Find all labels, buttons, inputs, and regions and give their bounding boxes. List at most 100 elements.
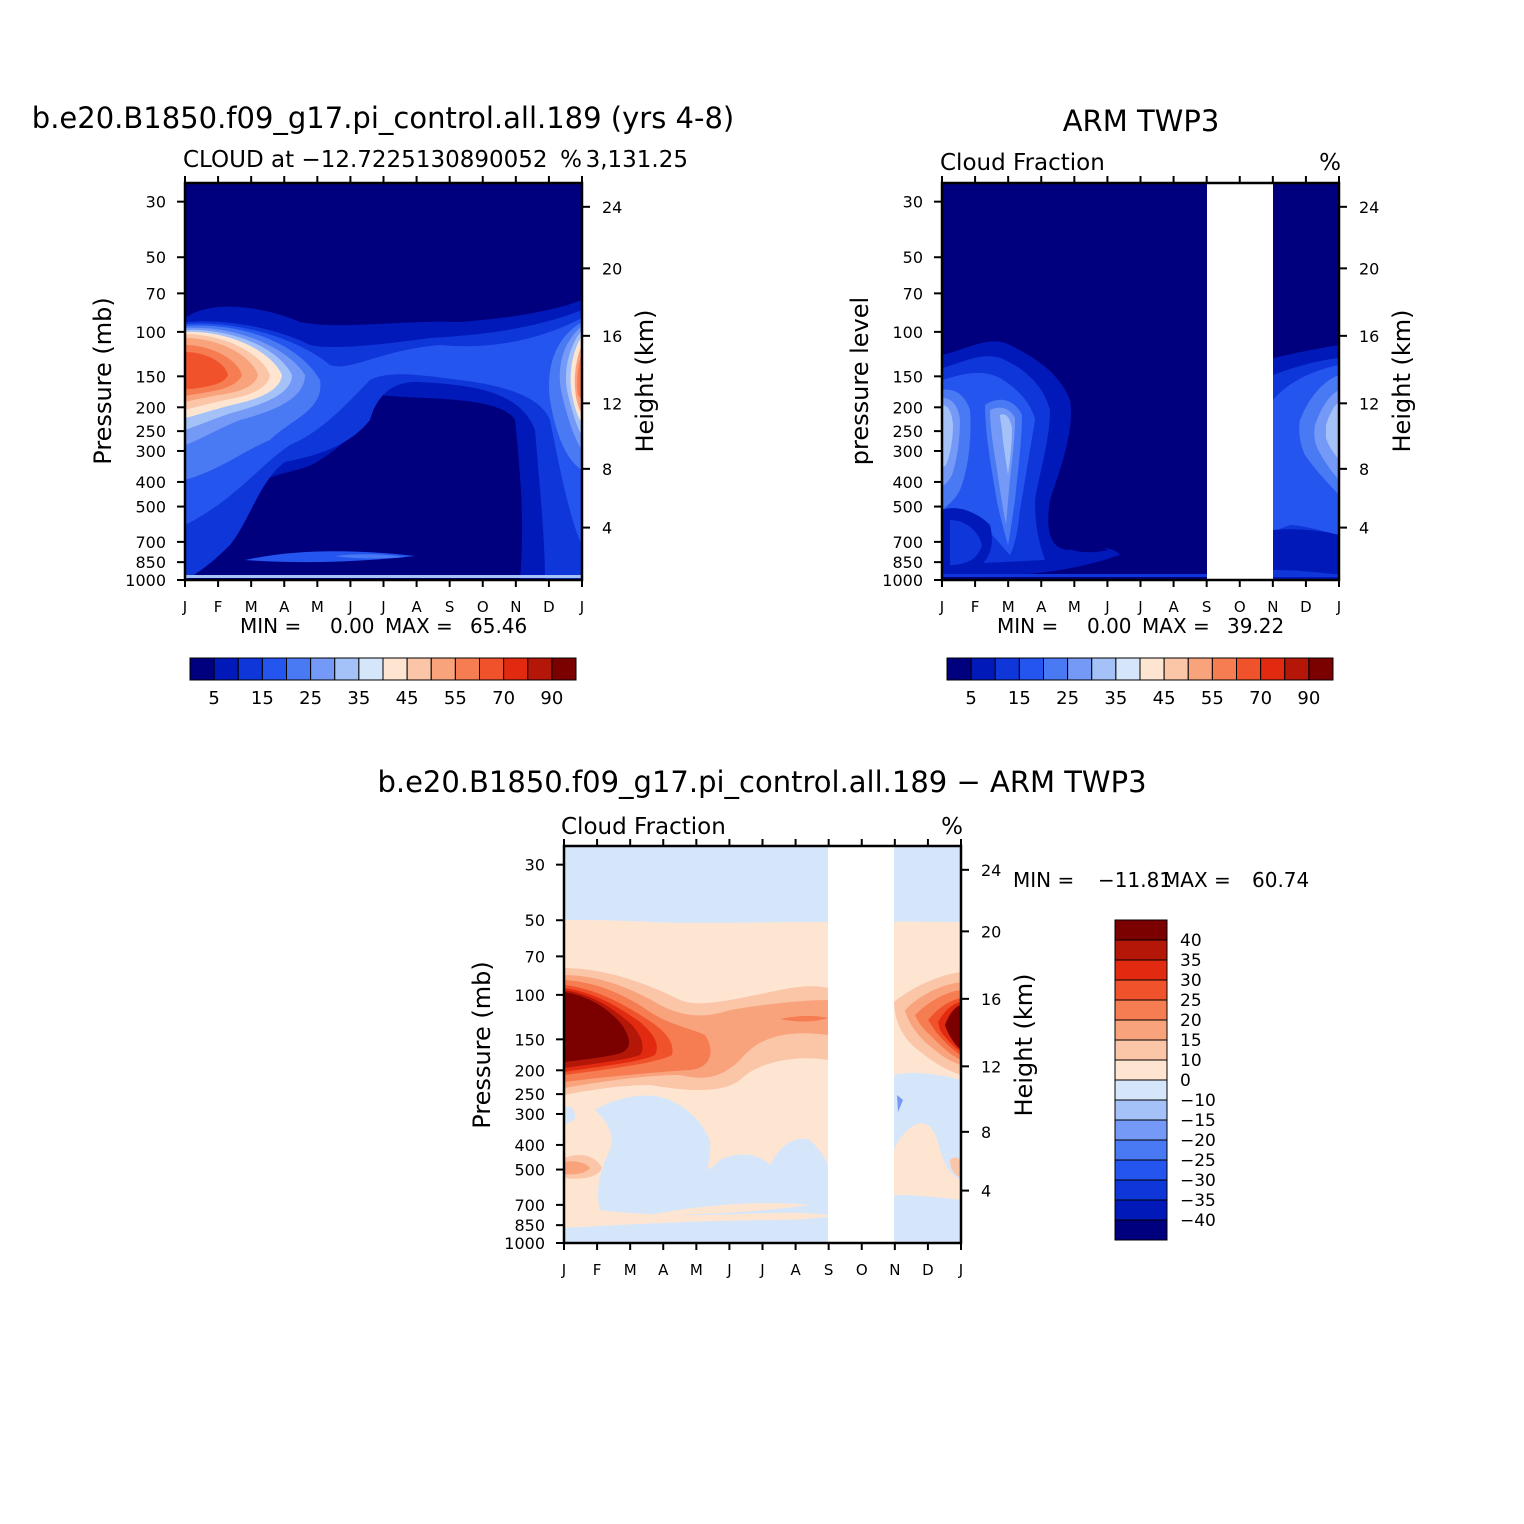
- y-tick-label: 500: [514, 1161, 545, 1180]
- colorbar-box: [1114, 979, 1168, 1001]
- colorbar-box: [1187, 657, 1213, 681]
- diff-lower-negative-bottom: [564, 1217, 828, 1243]
- colorbar-label: 15: [251, 688, 274, 709]
- colorbar-box: [1114, 939, 1168, 961]
- y-tick-label: 1000: [125, 571, 166, 590]
- y-tick-label: 50: [903, 248, 923, 267]
- y-tick-label: 400: [892, 473, 923, 492]
- panel-obs-stats: MIN = 0.00 MAX = 39.22: [997, 614, 1284, 638]
- x-tick-label: J: [579, 598, 584, 616]
- obs-surface-line: [942, 574, 1339, 577]
- colorbar-label: 90: [540, 688, 563, 709]
- diff-contour-20c: [780, 1015, 828, 1022]
- colorbar-box: [1114, 919, 1168, 941]
- y-tick-label: 300: [135, 442, 166, 461]
- panel-obs-left-string: Cloud Fraction: [940, 150, 1105, 176]
- y-tick-label: 250: [135, 422, 166, 441]
- colorbar-box: [406, 657, 432, 681]
- x-tick-label: J: [1104, 598, 1109, 616]
- colorbar-box: [1211, 657, 1237, 681]
- colorbar-label: 30: [1180, 971, 1202, 991]
- panel-model-ylabel-right: Height (km): [631, 310, 659, 453]
- panel-model: b.e20.B1850.f09_g17.pi_control.all.189 (…: [32, 101, 734, 709]
- y-tick-label: 200: [892, 398, 923, 417]
- y-tick-label: 100: [135, 323, 166, 342]
- x-tick-label: J: [1137, 598, 1142, 616]
- obs-contour-small-blob: [1072, 546, 1108, 553]
- panel-diff: b.e20.B1850.f09_g17.pi_control.all.189 −…: [377, 765, 1309, 1279]
- panel-diff-max-value: 60.74: [1252, 868, 1309, 892]
- x-tick-label: J: [759, 1261, 764, 1279]
- colorbar-label: −40: [1180, 1211, 1216, 1231]
- y-right-tick-label: 16: [1359, 327, 1379, 346]
- y-right-tick-label: 24: [602, 198, 622, 217]
- colorbar-box: [1139, 657, 1165, 681]
- panel-obs: ARM TWP3 Cloud Fraction %: [846, 104, 1416, 709]
- x-tick-label: A: [790, 1261, 801, 1279]
- obs-contour-right-lower: [1273, 529, 1339, 575]
- diff-lower-negative: [595, 1095, 828, 1215]
- x-tick-label: F: [214, 598, 223, 616]
- x-tick-label: M: [1068, 598, 1081, 616]
- x-tick-label: M: [311, 598, 324, 616]
- colorbar-label: −15: [1180, 1111, 1216, 1131]
- y-tick-label: 500: [892, 498, 923, 517]
- x-tick-label: J: [726, 1261, 731, 1279]
- y-tick-label: 100: [514, 986, 545, 1005]
- panel-model-colorbar: 5 15 25 35 45 55 70 90: [189, 657, 577, 709]
- colorbar-box: [1308, 657, 1334, 681]
- y-tick-label: 400: [135, 473, 166, 492]
- colorbar-box: [1114, 1159, 1168, 1181]
- model-lower-band-inner: [335, 554, 405, 559]
- colorbar-box: [1067, 657, 1093, 681]
- x-tick-label: A: [1168, 598, 1179, 616]
- y-tick-label: 400: [514, 1136, 545, 1155]
- y-tick-label: 50: [525, 911, 545, 930]
- panel-obs-min-value: 0.00: [1087, 614, 1132, 638]
- colorbar-box: [189, 657, 215, 681]
- colorbar-box: [382, 657, 408, 681]
- x-tick-label: S: [445, 598, 455, 616]
- colorbar-label: −30: [1180, 1171, 1216, 1191]
- x-tick-label: D: [922, 1261, 934, 1279]
- y-tick-label: 300: [892, 442, 923, 461]
- colorbar-box: [454, 657, 480, 681]
- y-tick-label: 850: [135, 553, 166, 572]
- colorbar-box: [1163, 657, 1189, 681]
- panel-model-min-label: MIN =: [240, 614, 301, 638]
- panel-obs-plot-area: [942, 183, 1339, 580]
- diff-right-negative-bottom: [894, 1195, 961, 1243]
- colorbar-box: [310, 657, 336, 681]
- diff-positive-strip: [650, 1203, 810, 1215]
- panel-model-plot-area: [185, 183, 582, 580]
- panel-model-units: %: [560, 147, 582, 173]
- panel-obs-min-label: MIN =: [997, 614, 1058, 638]
- x-tick-label: F: [593, 1261, 602, 1279]
- y-tick-label: 30: [146, 193, 166, 212]
- colorbar-label: 55: [444, 688, 467, 709]
- y-right-tick-label: 4: [1359, 519, 1369, 538]
- colorbar-box: [1236, 657, 1262, 681]
- colorbar-box: [358, 657, 384, 681]
- panel-model-left-string: CLOUD at −12.7225130890052: [183, 147, 548, 173]
- colorbar-box: [551, 657, 577, 681]
- panel-model-stats: MIN = 0.00 MAX = 65.46: [240, 614, 527, 638]
- x-tick-label: A: [279, 598, 290, 616]
- y-tick-label: 1000: [882, 571, 923, 590]
- y-tick-label: 150: [892, 367, 923, 386]
- obs-contour-right-55: [1326, 402, 1339, 460]
- y-tick-label: 70: [525, 947, 545, 966]
- colorbar-label: 15: [1180, 1031, 1202, 1051]
- panel-diff-left-string: Cloud Fraction: [561, 814, 726, 840]
- colorbar-box: [1043, 657, 1069, 681]
- colorbar-label: 55: [1201, 688, 1224, 709]
- colorbar-label: 35: [347, 688, 370, 709]
- colorbar-box: [970, 657, 996, 681]
- diff-missing-data: [828, 846, 894, 1243]
- colorbar-label: 15: [1008, 688, 1031, 709]
- y-right-tick-label: 20: [602, 259, 622, 278]
- colorbar-box: [1114, 999, 1168, 1021]
- diff-tiny-mark: [897, 1095, 903, 1112]
- colorbar-box: [479, 657, 505, 681]
